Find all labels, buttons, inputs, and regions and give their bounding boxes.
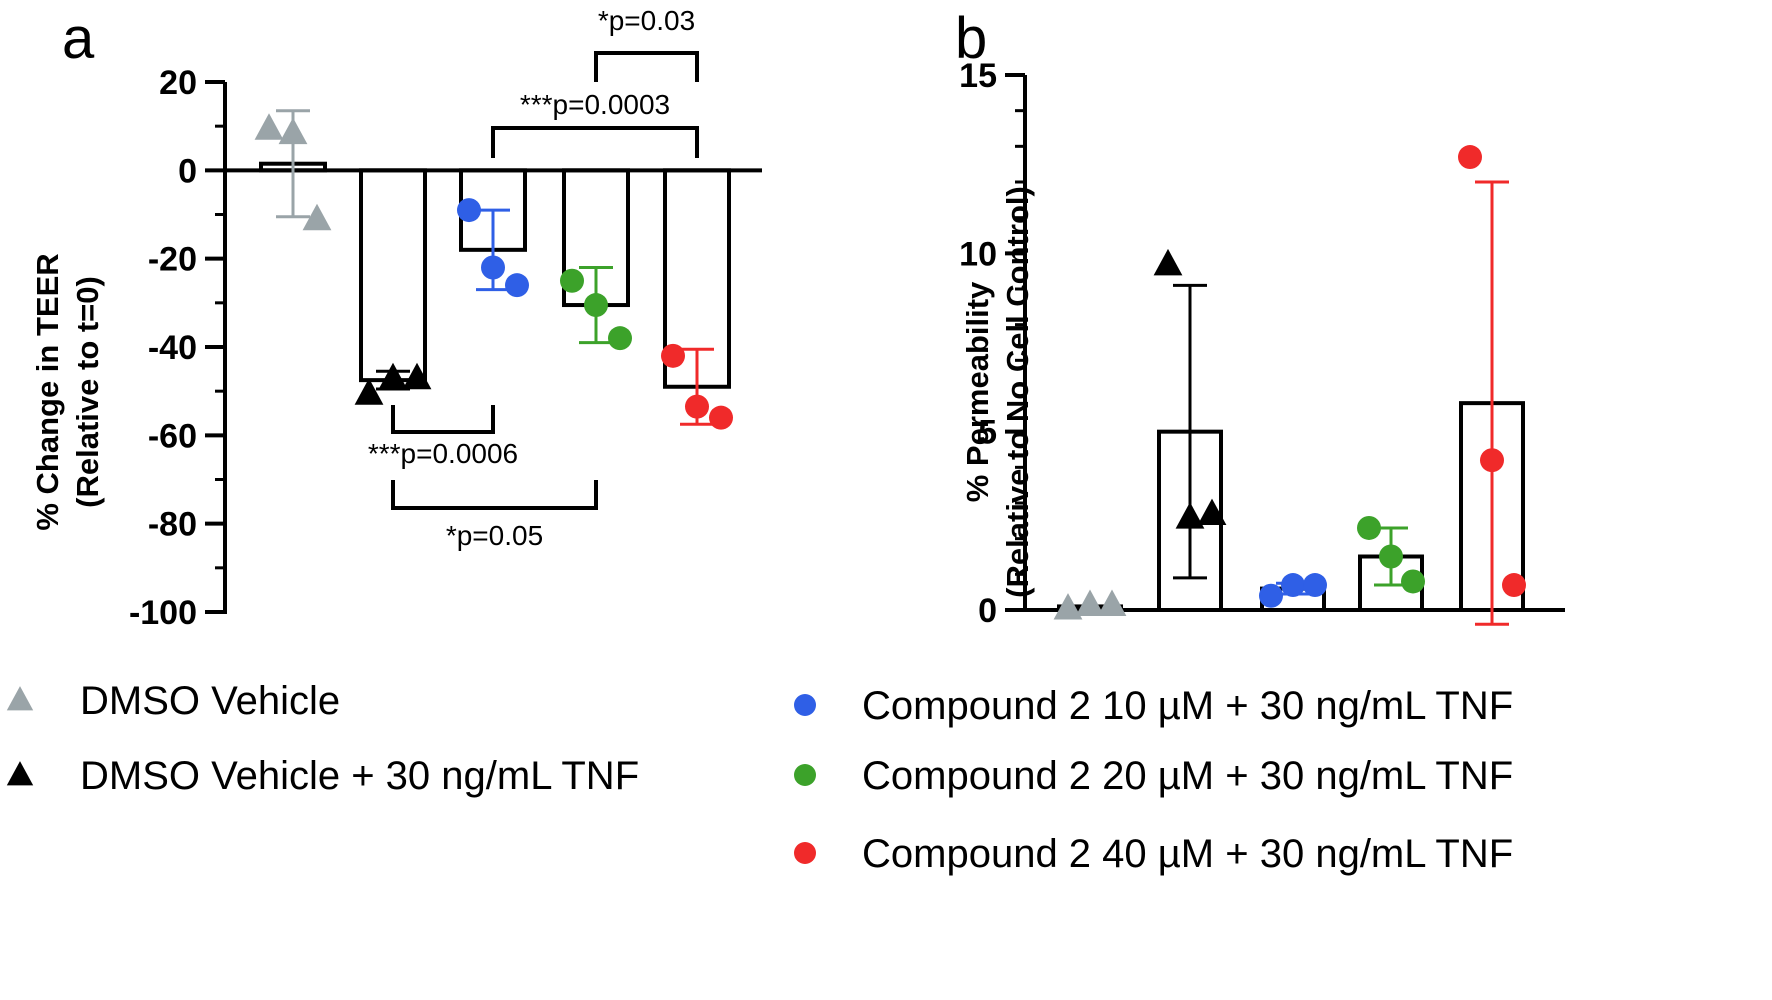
panel-a-letter: a xyxy=(62,6,95,71)
chart-b-y-tick-label: 15 xyxy=(959,57,997,95)
chart-a-teer: % Change in TEER (Relative to t=0) 20 0 -2… xyxy=(30,5,762,632)
chart-a-data-point xyxy=(505,273,529,298)
chart-b-y-axis-title: % Permeability xyxy=(960,281,995,502)
chart-a-significance-bracket xyxy=(594,51,699,82)
chart-a-y-axis-subtitle: (Relative to t=0) xyxy=(70,276,105,508)
chart-a-data-point xyxy=(457,198,481,223)
chart-b-data-point xyxy=(1303,573,1327,598)
legend-marker xyxy=(794,694,816,716)
chart-a-y-tick-label: -60 xyxy=(148,417,197,455)
chart-a-y-tick-label: 20 xyxy=(159,64,197,102)
chart-b-data-point xyxy=(1357,515,1381,540)
chart-b-data-point xyxy=(1401,569,1425,594)
legend: DMSO Vehicle DMSO Vehicle + 30 ng/mL TNF C… xyxy=(6,679,1513,876)
chart-a-y-tick-label: -20 xyxy=(148,241,197,279)
chart-a-data-point xyxy=(254,113,284,140)
chart-a-data-point xyxy=(560,268,584,293)
chart-a-data-point xyxy=(302,203,332,231)
chart-b-data-point xyxy=(1458,145,1482,170)
legend-label: Compound 2 20 µM + 30 ng/mL TNF xyxy=(862,754,1513,798)
legend-marker xyxy=(6,686,34,711)
legend-marker xyxy=(6,761,34,786)
chart-b-data-point xyxy=(1097,589,1127,616)
chart-b-data-point xyxy=(1502,573,1526,598)
legend-marker xyxy=(794,764,816,786)
chart-a-y-tick-label: 0 xyxy=(178,152,197,190)
chart-a-significance-bracket xyxy=(391,405,495,434)
chart-b-data-point xyxy=(1053,593,1083,620)
chart-a-y-tick-label: -100 xyxy=(129,594,197,632)
chart-a-y-tick-label: -80 xyxy=(148,506,197,544)
legend-label: Compound 2 10 µM + 30 ng/mL TNF xyxy=(862,684,1513,728)
chart-b-y-tick-label: 5 xyxy=(978,414,997,452)
legend-marker xyxy=(794,842,816,864)
chart-b-data-point xyxy=(1197,498,1227,526)
chart-a-data-point xyxy=(661,343,685,368)
legend-label: DMSO Vehicle xyxy=(80,679,340,723)
legend-label: Compound 2 40 µM + 30 ng/mL TNF xyxy=(862,832,1513,876)
chart-b-data-point xyxy=(1075,589,1105,616)
chart-a-data-point xyxy=(608,326,632,351)
chart-b-permeability: % Permeability (Relative to No Cell Cont… xyxy=(959,57,1565,630)
chart-a-significance-label: *p=0.03 xyxy=(598,5,695,36)
chart-b-data-point xyxy=(1480,448,1504,473)
chart-a-data-point xyxy=(354,378,384,405)
chart-a-bar xyxy=(359,168,427,383)
chart-a-data-point xyxy=(709,405,733,430)
chart-a-data-point xyxy=(584,293,608,318)
chart-b-y-tick-label: 0 xyxy=(978,592,997,630)
chart-a-y-axis-title: % Change in TEER xyxy=(30,253,65,530)
chart-a-data-point xyxy=(278,117,308,145)
chart-a-significance-label: *p=0.05 xyxy=(446,520,543,551)
chart-a-data-point xyxy=(685,394,709,419)
chart-b-data-point xyxy=(1379,544,1403,569)
chart-a-significance-label: ***p=0.0006 xyxy=(368,438,518,469)
chart-b-data-point xyxy=(1281,573,1305,598)
chart-a-significance-bracket xyxy=(391,480,598,510)
chart-b-data-point xyxy=(1153,248,1183,276)
chart-a-data-point xyxy=(402,362,432,390)
chart-a-y-tick-label: -40 xyxy=(148,329,197,367)
panel-b-letter: b xyxy=(955,6,987,71)
chart-b-y-tick-label: 10 xyxy=(959,235,997,273)
chart-a-significance-bracket xyxy=(491,126,699,158)
chart-b-data-point xyxy=(1259,583,1283,608)
chart-b-y-axis-subtitle: (Relative to No Cell Control) xyxy=(1000,186,1035,598)
chart-a-significance-label: ***p=0.0003 xyxy=(520,89,670,120)
legend-label: DMSO Vehicle + 30 ng/mL TNF xyxy=(80,754,639,798)
chart-a-data-point xyxy=(481,255,505,280)
chart-a-data-point xyxy=(378,362,408,390)
chart-b-data-point xyxy=(1175,502,1205,529)
